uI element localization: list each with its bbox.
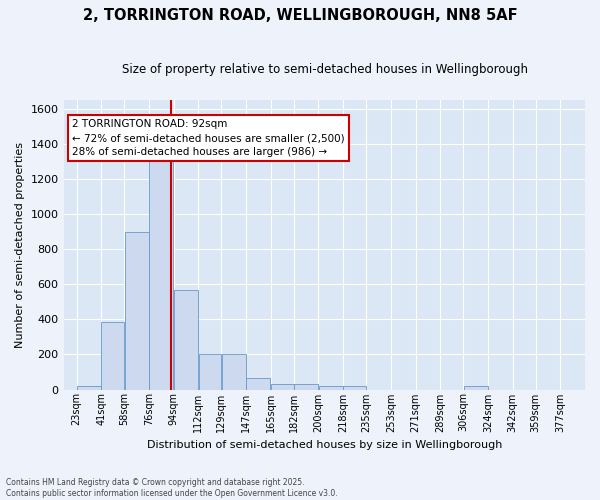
- Bar: [199, 354, 221, 390]
- Title: Size of property relative to semi-detached houses in Wellingborough: Size of property relative to semi-detach…: [122, 62, 527, 76]
- Bar: [125, 232, 149, 390]
- X-axis label: Distribution of semi-detached houses by size in Wellingborough: Distribution of semi-detached houses by …: [147, 440, 502, 450]
- Bar: [149, 158, 173, 390]
- Bar: [174, 290, 198, 390]
- Bar: [343, 386, 366, 390]
- Bar: [464, 386, 488, 390]
- Text: Contains HM Land Registry data © Crown copyright and database right 2025.
Contai: Contains HM Land Registry data © Crown c…: [6, 478, 338, 498]
- Bar: [101, 322, 124, 390]
- Bar: [222, 354, 245, 390]
- Bar: [77, 386, 101, 390]
- Text: 2 TORRINGTON ROAD: 92sqm
← 72% of semi-detached houses are smaller (2,500)
28% o: 2 TORRINGTON ROAD: 92sqm ← 72% of semi-d…: [72, 119, 344, 157]
- Bar: [271, 384, 293, 390]
- Bar: [319, 386, 343, 390]
- Y-axis label: Number of semi-detached properties: Number of semi-detached properties: [15, 142, 25, 348]
- Bar: [294, 384, 318, 390]
- Bar: [247, 378, 270, 390]
- Text: 2, TORRINGTON ROAD, WELLINGBOROUGH, NN8 5AF: 2, TORRINGTON ROAD, WELLINGBOROUGH, NN8 …: [83, 8, 517, 22]
